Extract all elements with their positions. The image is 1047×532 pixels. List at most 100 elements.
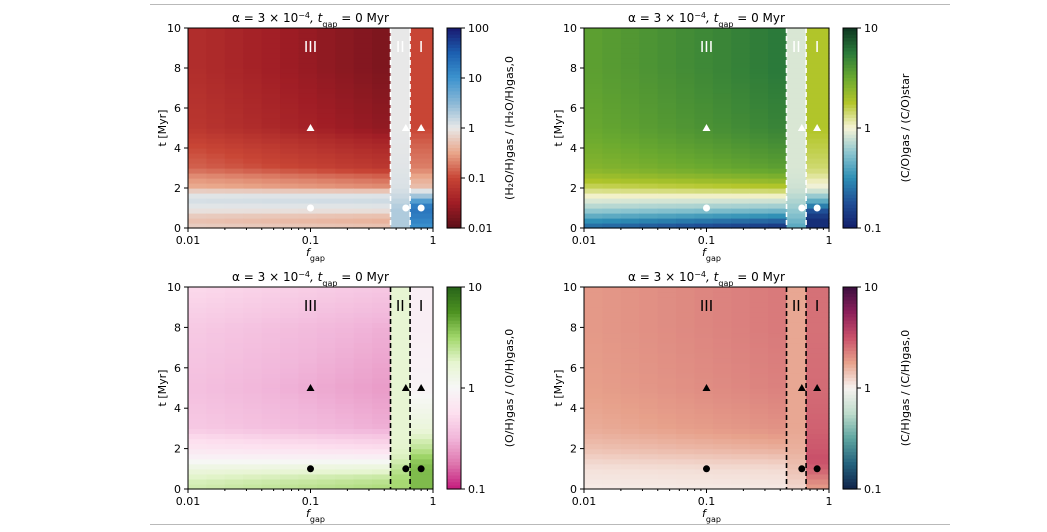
heatmap-cell: [749, 58, 769, 64]
heatmap-cell: [806, 347, 830, 354]
heatmap-cell: [731, 448, 751, 455]
heatmap-cell: [639, 458, 659, 465]
heatmap-cell: [353, 327, 373, 334]
heatmap-cell: [206, 297, 226, 303]
heatmap-cell: [224, 153, 244, 159]
panel-title-h2o: α = 3 × 10−4, tgap = 0 Myr: [232, 11, 389, 29]
colorbar-segment: [447, 324, 461, 328]
heatmap-cell: [620, 118, 640, 124]
heatmap-cell: [731, 183, 751, 189]
heatmap-cell: [639, 317, 659, 323]
heatmap-cell: [280, 388, 300, 394]
heatmap-cell: [620, 302, 640, 308]
heatmap-cell: [731, 443, 751, 450]
heatmap-cell: [243, 393, 263, 399]
heatmap-cell: [712, 188, 732, 194]
heatmap-cell: [786, 38, 807, 44]
heatmap-cell: [602, 93, 622, 99]
heatmap-cell: [390, 443, 411, 450]
heatmap-cell: [224, 312, 244, 318]
x-tick-label: 0.01: [572, 495, 597, 508]
heatmap-cell: [410, 362, 434, 369]
heatmap-cell: [206, 203, 226, 209]
heatmap-cell: [786, 103, 807, 109]
heatmap-cell: [584, 148, 604, 154]
heatmap-cell: [353, 317, 373, 323]
heatmap-cell: [410, 158, 434, 164]
heatmap-cell: [712, 287, 732, 293]
heatmap-cell: [806, 362, 830, 369]
heatmap-cell: [806, 178, 830, 184]
heatmap-cell: [353, 173, 373, 179]
heatmap-cell: [749, 423, 769, 429]
colorbar-segment: [843, 468, 857, 473]
heatmap-cell: [280, 33, 300, 39]
heatmap-cell: [206, 453, 226, 460]
colorbar-segment: [447, 214, 461, 219]
colorbar-segment: [447, 161, 461, 166]
heatmap-cell: [410, 193, 434, 199]
heatmap-cell: [390, 433, 411, 440]
heatmap-cell: [768, 413, 788, 419]
colorbar-segment: [843, 58, 857, 62]
heatmap-cell: [602, 458, 622, 465]
colorbar-segment: [843, 91, 857, 96]
heatmap-cell: [749, 108, 769, 114]
heatmap-cell: [806, 458, 830, 465]
heatmap-cell: [410, 223, 434, 229]
heatmap-cell: [712, 367, 732, 374]
heatmap-cell: [768, 78, 788, 84]
heatmap-cell: [188, 362, 208, 369]
heatmap-cell: [786, 138, 807, 144]
heatmap-cell: [657, 213, 677, 219]
heatmap-cell: [620, 158, 640, 164]
colorbar-segment: [843, 201, 857, 206]
heatmap-cell: [261, 312, 281, 318]
heatmap-cell: [712, 33, 732, 39]
heatmap-cell: [694, 123, 714, 129]
heatmap-cell: [657, 108, 677, 114]
heatmap-cell: [316, 173, 336, 179]
heatmap-cell: [676, 327, 696, 334]
heatmap-cell: [602, 208, 622, 214]
heatmap-cell: [243, 433, 263, 440]
heatmap-cell: [639, 43, 659, 49]
colorbar-segment: [447, 357, 461, 362]
heatmap-cell: [353, 448, 373, 455]
heatmap-cell: [768, 168, 788, 174]
heatmap-cell: [298, 178, 318, 184]
heatmap-cell: [316, 347, 336, 354]
heatmap-cell: [372, 148, 392, 154]
heatmap-cell: [206, 48, 226, 54]
heatmap-cell: [353, 198, 373, 204]
heatmap-cell: [676, 292, 696, 298]
heatmap-cell: [353, 88, 373, 94]
colorbar-segment: [447, 451, 461, 456]
heatmap-cell: [188, 38, 208, 44]
region-label-III: III: [304, 38, 317, 56]
heatmap-cell: [206, 327, 226, 334]
region-label-III: III: [304, 297, 317, 315]
heatmap-cell: [786, 448, 807, 455]
heatmap-cell: [620, 433, 640, 440]
heatmap-cell: [768, 453, 788, 460]
heatmap-cell: [410, 322, 434, 328]
colorbar-segment: [447, 128, 461, 132]
heatmap-cell: [261, 158, 281, 164]
colorbar-segment: [447, 290, 461, 295]
heatmap-cell: [353, 302, 373, 308]
heatmap-cell: [280, 443, 300, 450]
heatmap-cell: [584, 38, 604, 44]
heatmap-cell: [620, 213, 640, 219]
heatmap-cell: [353, 382, 373, 389]
colorbar-segment: [843, 28, 857, 32]
heatmap-cell: [353, 43, 373, 49]
heatmap-cell: [188, 143, 208, 149]
heatmap-cell: [657, 453, 677, 460]
heatmap-cell: [657, 163, 677, 169]
heatmap-cell: [224, 362, 244, 369]
heatmap-cell: [602, 213, 622, 219]
heatmap-cell: [768, 163, 788, 169]
heatmap-cell: [786, 208, 807, 214]
heatmap-cell: [712, 327, 732, 334]
